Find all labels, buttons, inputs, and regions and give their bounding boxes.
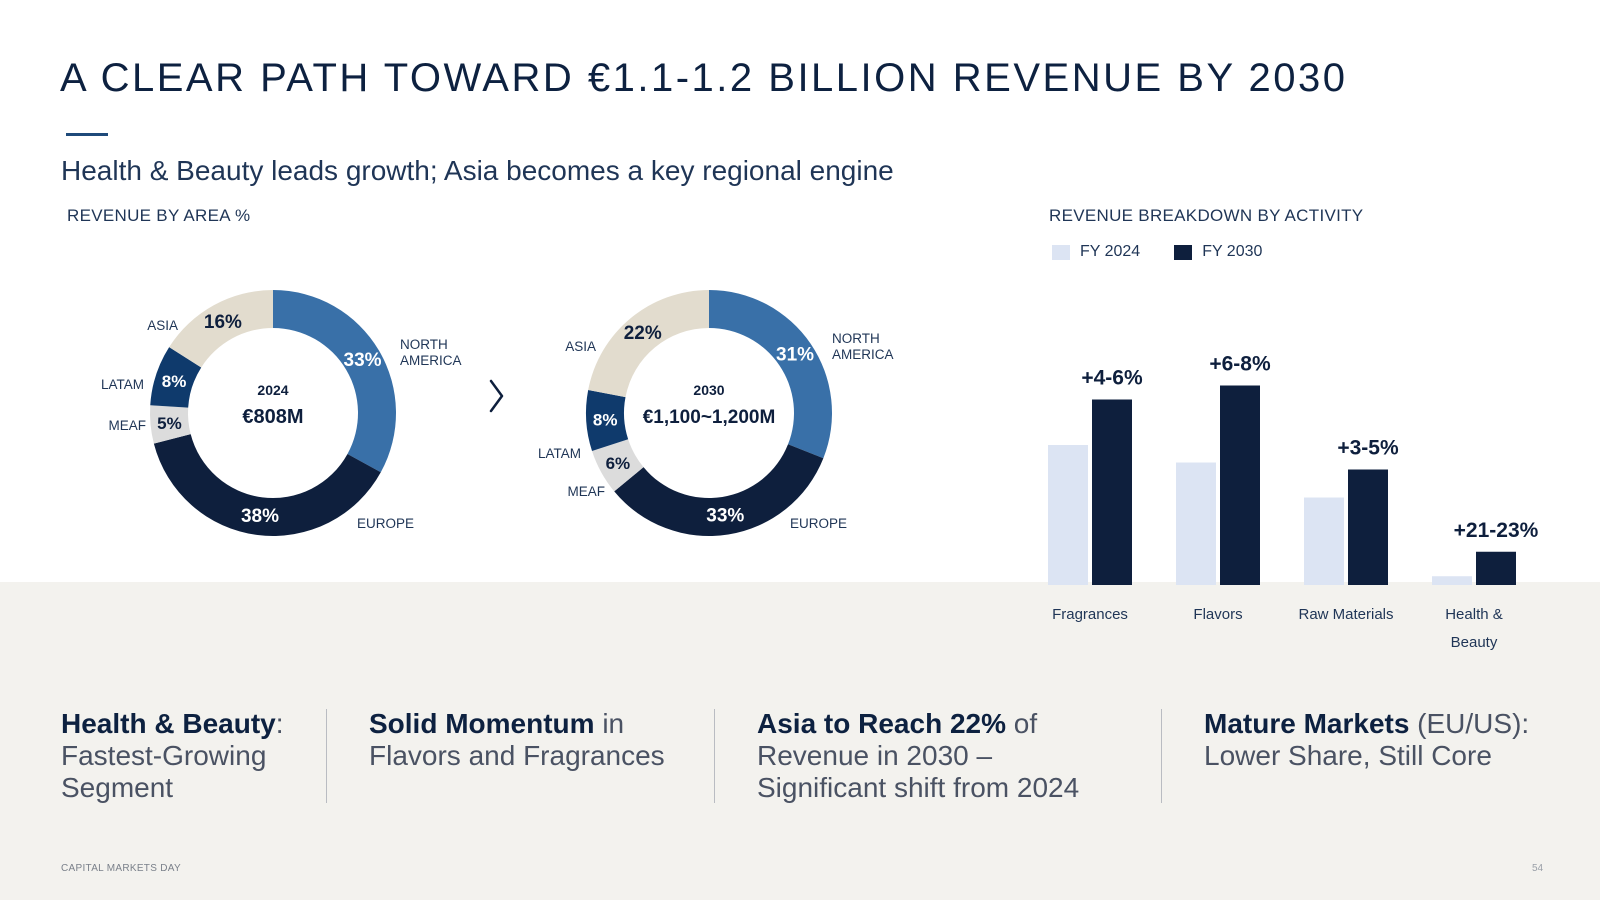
bar-fy-2030-fragrances: [1092, 399, 1132, 585]
donut-value-label-north-america: 33%: [344, 350, 382, 371]
bar-category-label: Flavors: [1193, 606, 1242, 623]
highlight-divider: [1161, 709, 1162, 803]
page-subtitle: Health & Beauty leads growth; Asia becom…: [61, 155, 894, 186]
bar-fy-2024-fragrances: [1048, 445, 1088, 585]
bar-growth-annotation: +21-23%: [1454, 519, 1539, 542]
footer-label: CAPITAL MARKETS DAY: [61, 863, 181, 874]
bar-legend: FY 2024 FY 2030: [1052, 243, 1262, 261]
donut-region-label-north-america: AMERICA: [400, 353, 462, 368]
donut-center-value: €1,100~1,200M: [643, 407, 776, 428]
donut-slice-latam: [150, 347, 202, 408]
donut-value-label-meaf: 6%: [606, 454, 631, 473]
bar-fy-2024-flavors: [1176, 462, 1216, 585]
bar-growth-annotation: +3-5%: [1337, 437, 1399, 460]
bar-plot: +4-6% Fragrances +6-8% Flavors +3-5% Raw Mate…: [1048, 353, 1539, 651]
donut-region-label-meaf: MEAF: [567, 484, 605, 499]
highlight-text: in Flavors and Fragrances: [369, 708, 665, 771]
donut-region-label-north-america: NORTH: [832, 331, 880, 346]
donut-slice-north-america: [273, 290, 396, 473]
donut-value-label-europe: 38%: [241, 506, 279, 527]
bar-fy-2024-health-beauty: [1432, 576, 1472, 585]
donut-value-label-latam: 8%: [162, 372, 187, 391]
highlight-divider: [714, 709, 715, 803]
donut-region-label-latam: LATAM: [538, 446, 581, 461]
bar-growth-annotation: +6-8%: [1209, 353, 1271, 376]
activity-bar-chart: +4-6% Fragrances +6-8% Flavors +3-5% Raw Mate…: [1048, 353, 1539, 651]
donut-region-label-north-america: AMERICA: [832, 347, 894, 362]
donut-slice-north-america: [709, 290, 832, 459]
donut-value-label-europe: 33%: [706, 506, 744, 527]
highlight-bold: Solid Momentum: [369, 708, 595, 739]
highlight-text: : Fastest-Growing Segment: [61, 708, 284, 803]
bar-fy-2030-health-beauty: [1476, 551, 1516, 585]
donut-value-label-asia: 22%: [624, 323, 662, 344]
highlight-asia: Asia to Reach 22% of Revenue in 2030 – S…: [757, 708, 1127, 804]
donut-region-label-meaf: MEAF: [108, 418, 146, 433]
legend-swatch-fy2024: [1052, 244, 1070, 260]
donut-value-label-latam: 8%: [593, 411, 618, 430]
bar-category-label: Health &: [1445, 606, 1503, 623]
area-chart-label: REVENUE BY AREA %: [67, 206, 251, 225]
donut-region-label-latam: LATAM: [101, 377, 144, 392]
legend-swatch-fy2030: [1174, 244, 1193, 260]
donut-slice-europe: [153, 434, 381, 536]
bar-fy-2030-raw-materials: [1348, 469, 1388, 585]
donut-slice-europe: [614, 444, 824, 536]
legend-item-fy2030: FY 2030: [1174, 243, 1262, 261]
highlight-divider: [326, 709, 327, 803]
donut-region-label-asia: ASIA: [147, 318, 178, 333]
donut-slice-asia: [588, 290, 709, 398]
bar-category-label: Beauty: [1451, 634, 1498, 651]
highlight-text: (EU/US): Lower Share, Still Core: [1204, 708, 1530, 771]
highlight-text: of Revenue in 2030 – Significant shift f…: [757, 708, 1080, 803]
donut-region-label-europe: EUROPE: [790, 516, 847, 531]
donut-center-value: €808M: [242, 406, 303, 428]
donut-region-label-asia: ASIA: [565, 339, 596, 354]
legend-label-fy2024: FY 2024: [1080, 243, 1141, 260]
chevron-right-icon: [489, 379, 504, 413]
activity-chart-label: REVENUE BREAKDOWN BY ACTIVITY: [1049, 206, 1364, 225]
donut-slice-asia: [169, 290, 273, 368]
bar-growth-annotation: +4-6%: [1081, 367, 1143, 390]
donut-value-label-meaf: 5%: [157, 414, 182, 433]
highlight-health-beauty: Health & Beauty: Fastest-Growing Segment: [61, 708, 311, 804]
page-number: 54: [1532, 863, 1544, 874]
donut-center-year: 2024: [257, 382, 288, 398]
donut-value-label-north-america: 31%: [776, 345, 814, 366]
highlight-bold: Asia to Reach 22%: [757, 708, 1006, 739]
donut-region-label-north-america: NORTH: [400, 337, 448, 352]
donut-slice-meaf: [592, 439, 644, 492]
donut-region-label-europe: EUROPE: [357, 516, 414, 531]
highlight-bold: Mature Markets: [1204, 708, 1410, 739]
bottom-band: [0, 582, 1600, 900]
bar-category-label: Raw Materials: [1298, 606, 1393, 623]
donut-value-label-asia: 16%: [204, 312, 242, 333]
highlight-bold: Health & Beauty: [61, 708, 276, 739]
donut-center-year: 2030: [693, 382, 724, 398]
page-title: A CLEAR PATH TOWARD €1.1-1.2 BILLION REV…: [60, 56, 1348, 100]
highlight-mature-markets: Mature Markets (EU/US): Lower Share, Sti…: [1204, 708, 1554, 772]
highlights-row: Health & Beauty: Fastest-Growing Segment…: [0, 708, 1600, 803]
legend-label-fy2030: FY 2030: [1202, 243, 1263, 260]
bar-category-label: Fragrances: [1052, 606, 1128, 623]
bar-fy-2030-flavors: [1220, 385, 1260, 585]
title-underline: [66, 133, 108, 136]
donut-slice-meaf: [150, 405, 191, 444]
highlight-solid-momentum: Solid Momentum in Flavors and Fragrances: [369, 708, 699, 772]
legend-item-fy2024: FY 2024: [1052, 243, 1140, 261]
bar-fy-2024-raw-materials: [1304, 497, 1344, 585]
donut-slice-latam: [585, 389, 629, 452]
